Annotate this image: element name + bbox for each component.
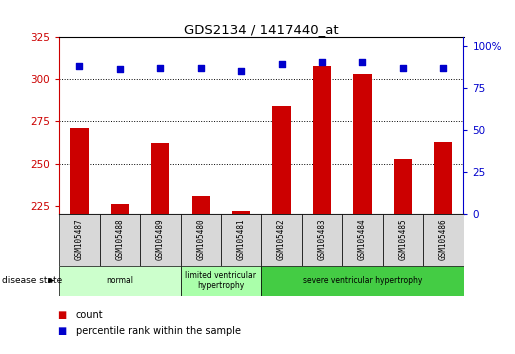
Bar xyxy=(140,214,180,266)
Bar xyxy=(342,214,383,266)
Bar xyxy=(221,214,261,266)
Bar xyxy=(59,266,180,296)
Point xyxy=(116,66,124,72)
Bar xyxy=(71,128,89,214)
Point xyxy=(237,68,245,74)
Point xyxy=(399,65,407,70)
Text: GSM105486: GSM105486 xyxy=(439,218,448,259)
Text: GSM105482: GSM105482 xyxy=(277,218,286,259)
Bar xyxy=(302,214,342,266)
Text: severe ventricular hypertrophy: severe ventricular hypertrophy xyxy=(303,276,422,285)
Bar xyxy=(261,214,302,266)
Point xyxy=(278,61,286,67)
Bar xyxy=(111,204,129,214)
Bar xyxy=(192,196,210,214)
Point xyxy=(197,65,205,70)
Bar xyxy=(423,214,464,266)
Text: GSM105480: GSM105480 xyxy=(196,218,205,259)
Bar xyxy=(383,214,423,266)
Text: disease state: disease state xyxy=(2,276,62,285)
Text: GSM105484: GSM105484 xyxy=(358,218,367,259)
Title: GDS2134 / 1417440_at: GDS2134 / 1417440_at xyxy=(184,23,339,36)
Text: GSM105489: GSM105489 xyxy=(156,218,165,259)
Bar xyxy=(232,211,250,214)
Text: GSM105481: GSM105481 xyxy=(237,218,246,259)
Point xyxy=(156,65,164,70)
Bar xyxy=(261,266,464,296)
Point xyxy=(439,65,448,70)
Bar xyxy=(394,159,412,214)
Bar xyxy=(353,74,371,214)
Text: ■: ■ xyxy=(57,310,66,320)
Text: count: count xyxy=(76,310,104,320)
Text: GSM105488: GSM105488 xyxy=(115,218,124,259)
Point xyxy=(318,59,326,65)
Point xyxy=(75,63,83,69)
Text: GSM105485: GSM105485 xyxy=(399,218,407,259)
Bar xyxy=(151,143,169,214)
Point xyxy=(358,59,367,65)
Bar xyxy=(434,142,452,214)
Text: GSM105483: GSM105483 xyxy=(318,218,327,259)
Bar xyxy=(59,214,100,266)
Text: ■: ■ xyxy=(57,326,66,336)
Text: normal: normal xyxy=(107,276,133,285)
Text: GSM105487: GSM105487 xyxy=(75,218,84,259)
Bar xyxy=(100,214,140,266)
Bar xyxy=(180,266,261,296)
Text: percentile rank within the sample: percentile rank within the sample xyxy=(76,326,241,336)
Bar xyxy=(313,66,331,214)
Bar xyxy=(272,106,290,214)
Bar xyxy=(180,214,221,266)
Text: limited ventricular
hypertrophy: limited ventricular hypertrophy xyxy=(185,271,256,290)
